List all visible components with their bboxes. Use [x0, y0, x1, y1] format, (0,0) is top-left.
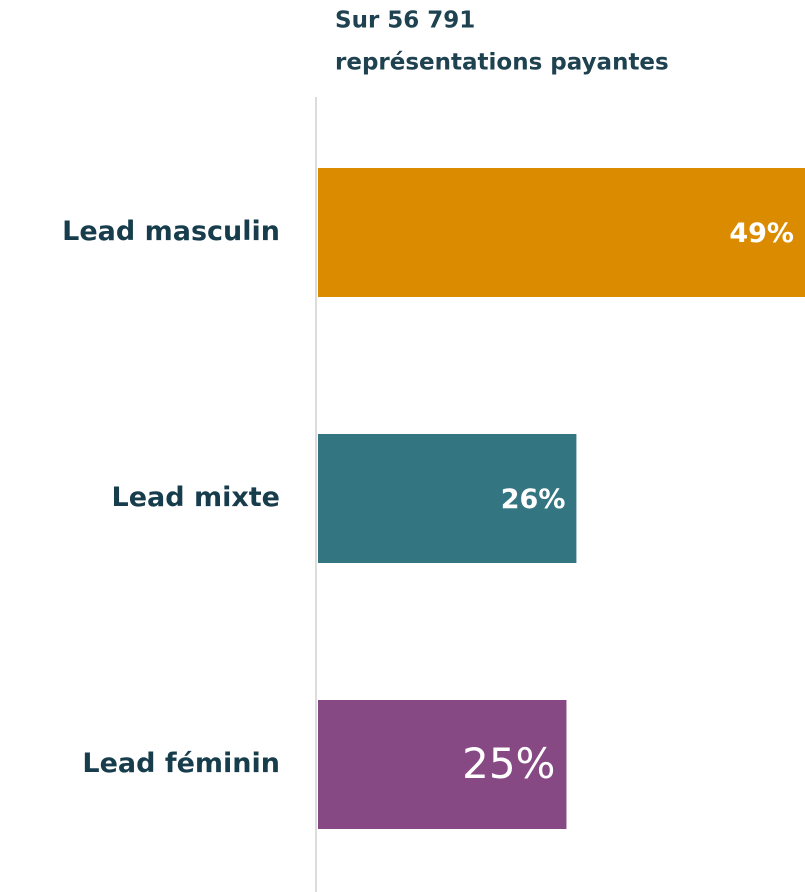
chart-title: Sur 56 791 [335, 8, 475, 34]
category-label: Lead mixte [112, 482, 281, 513]
category-label: Lead masculin [62, 216, 280, 247]
bar [318, 700, 567, 829]
chart-title: représentations payantes [335, 50, 669, 76]
value-label: 25% [462, 739, 555, 788]
bar [318, 434, 577, 563]
bar [318, 168, 805, 297]
category-label: Lead féminin [82, 748, 280, 779]
value-label: 49% [729, 218, 794, 249]
value-label: 26% [501, 484, 566, 515]
